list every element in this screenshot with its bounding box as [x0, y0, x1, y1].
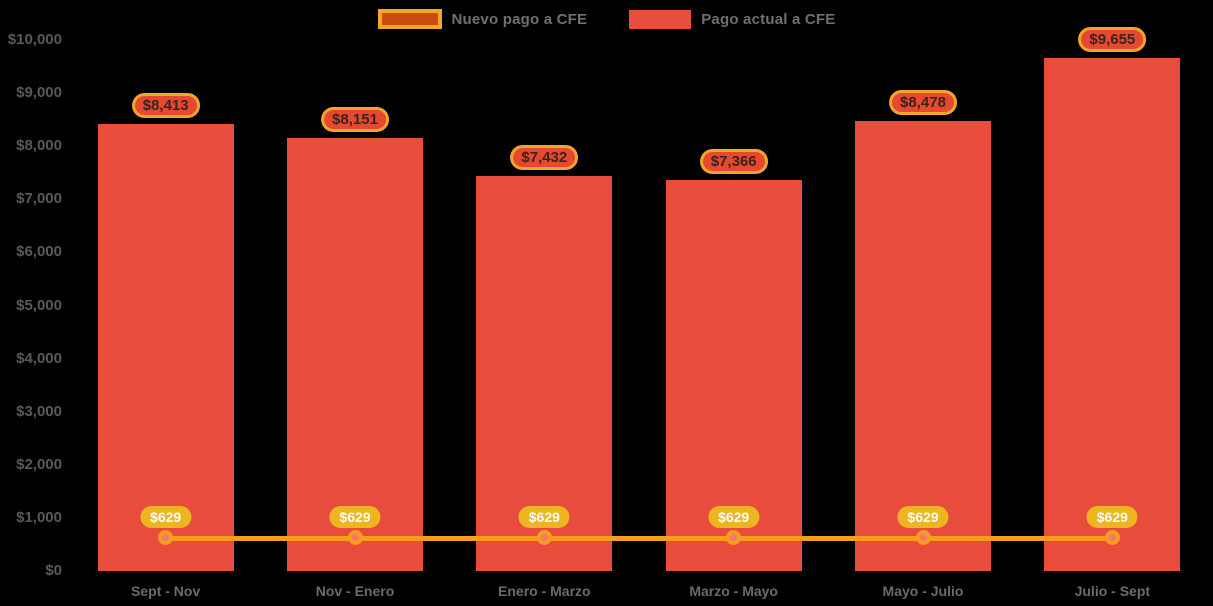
- xtick-enero-marzo: Enero - Marzo: [498, 583, 591, 599]
- bar-value-label-marzo-mayo: $7,366: [699, 148, 768, 174]
- ytick-10-000: $10,000: [7, 31, 62, 48]
- bar-sept-nov[interactable]: [97, 124, 234, 571]
- xtick-mayo-julio: Mayo - Julio: [882, 583, 964, 599]
- ytick-5-000: $5,000: [16, 296, 62, 314]
- line-point-marzo-mayo[interactable]: [726, 530, 742, 546]
- bar-mayo-julio[interactable]: [855, 120, 991, 571]
- ytick-6-000: $6,000: [16, 243, 62, 261]
- ytick-4-000: $4,000: [16, 349, 62, 367]
- line-point-core: [1108, 534, 1116, 542]
- ytick-0: $0: [45, 562, 62, 579]
- ytick-1-000: $1,000: [16, 508, 62, 526]
- xtick-nov-enero: Nov - Enero: [315, 583, 395, 599]
- legend-swatch-nuevo-pago-icon: [377, 9, 442, 29]
- ytick-8-000: $8,000: [16, 137, 62, 155]
- line-point-core: [162, 534, 170, 542]
- line-point-mayo-julio[interactable]: [915, 530, 931, 546]
- line-value-label-nov-enero: $629: [329, 505, 381, 528]
- line-point-enero-marzo[interactable]: [536, 530, 552, 546]
- line-value-label-mayo-julio: $629: [897, 505, 949, 528]
- line-series: [165, 535, 1113, 541]
- xtick-marzo-mayo: Marzo - Mayo: [689, 583, 778, 599]
- bar-enero-marzo[interactable]: [476, 176, 613, 571]
- legend-item-nuevo-pago[interactable]: Nuevo pago a CFE: [377, 9, 588, 29]
- legend-label-pago-actual: Pago actual a CFE: [701, 10, 836, 28]
- line-point-core: [540, 534, 548, 542]
- ytick-3-000: $3,000: [16, 402, 62, 420]
- bar-value-label-nov-enero: $8,151: [321, 107, 389, 133]
- bar-julio-sept[interactable]: [1044, 58, 1181, 571]
- legend-label-nuevo-pago: Nuevo pago a CFE: [451, 10, 588, 28]
- line-value-label-enero-marzo: $629: [518, 505, 570, 528]
- bar-value-label-enero-marzo: $7,432: [510, 145, 579, 171]
- line-point-sept-nov[interactable]: [158, 530, 174, 546]
- ytick-9-000: $9,000: [16, 84, 62, 102]
- line-point-core: [730, 534, 738, 542]
- bar-nov-enero[interactable]: [287, 138, 423, 571]
- line-point-nov-enero[interactable]: [347, 530, 363, 546]
- bar-value-label-sept-nov: $8,413: [131, 93, 200, 119]
- ytick-7-000: $7,000: [16, 190, 62, 208]
- bar-value-label-julio-sept: $9,655: [1078, 27, 1147, 53]
- line-point-core: [919, 534, 927, 542]
- ytick-2-000: $2,000: [16, 455, 62, 473]
- line-point-core: [351, 534, 359, 542]
- legend-swatch-pago-actual-icon: [629, 9, 692, 29]
- xtick-sept-nov: Sept - Nov: [131, 583, 201, 599]
- bar-value-label-mayo-julio: $8,478: [889, 89, 957, 115]
- line-point-julio-sept[interactable]: [1104, 530, 1120, 546]
- legend-item-pago-actual[interactable]: Pago actual a CFE: [629, 9, 836, 29]
- xtick-julio-sept: Julio - Sept: [1074, 583, 1151, 599]
- legend: Nuevo pago a CFE Pago actual a CFE: [0, 9, 1213, 29]
- line-value-label-sept-nov: $629: [140, 505, 192, 528]
- line-value-label-marzo-mayo: $629: [708, 505, 760, 528]
- line-value-label-julio-sept: $629: [1086, 505, 1138, 528]
